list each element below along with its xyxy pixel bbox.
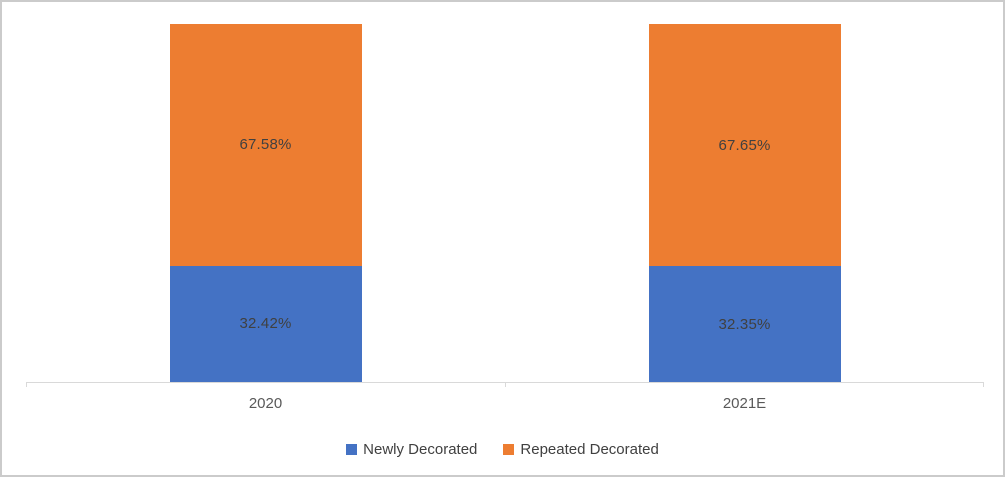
chart-legend: Newly Decorated Repeated Decorated xyxy=(2,438,1003,460)
bar-2020-newly-decorated-segment: 32.42% xyxy=(169,265,362,382)
data-label-newly-2020: 32.42% xyxy=(239,315,292,333)
legend-swatch-newly-decorated-icon xyxy=(346,443,358,455)
bar-2021e-newly-decorated-segment: 32.35% xyxy=(648,266,841,382)
x-axis-tick-middle xyxy=(505,382,506,387)
bar-2020: 67.58% 32.42% xyxy=(169,24,362,382)
legend-item-repeated-decorated: Repeated Decorated xyxy=(503,440,659,458)
x-axis-tick-left xyxy=(26,382,27,387)
plot-area: 67.58% 32.42% 67.65% 32.35% xyxy=(26,24,984,387)
data-label-repeated-2020: 67.58% xyxy=(239,136,292,154)
x-axis-label-2021e: 2021E xyxy=(722,395,767,412)
data-label-repeated-2021e: 67.65% xyxy=(718,136,771,154)
x-axis-tick-right xyxy=(983,382,984,387)
bar-2021e-repeated-decorated-segment: 67.65% xyxy=(648,24,841,267)
legend-label-newly-decorated: Newly Decorated xyxy=(363,440,478,458)
legend-swatch-repeated-decorated-icon xyxy=(503,443,515,455)
x-axis-labels: 2020 2021E xyxy=(26,395,984,413)
bar-2021e: 67.65% 32.35% xyxy=(648,24,841,382)
bar-2020-repeated-decorated-segment: 67.58% xyxy=(169,24,362,266)
legend-label-repeated-decorated: Repeated Decorated xyxy=(520,440,659,458)
x-axis-label-2020: 2020 xyxy=(248,395,283,412)
data-label-newly-2021e: 32.35% xyxy=(718,315,771,333)
legend-item-newly-decorated: Newly Decorated xyxy=(346,441,477,458)
